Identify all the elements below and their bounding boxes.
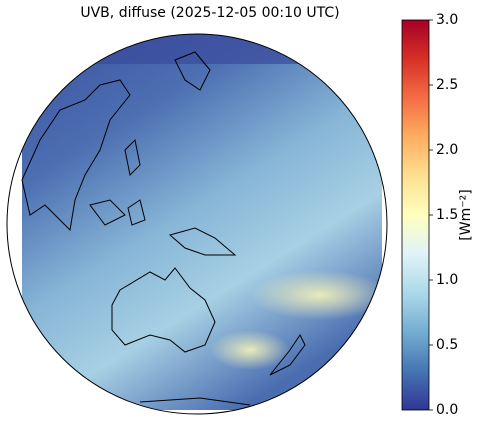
colorbar-tick-label: 0.0: [436, 402, 458, 418]
colorbar-tick-label: 1.5: [436, 207, 458, 223]
colorbar-tick-label: 0.5: [436, 337, 458, 353]
coastline: [89, 199, 146, 226]
coastline: [111, 267, 216, 353]
coastline: [139, 397, 251, 406]
colorbar-tick-label: 2.5: [436, 77, 458, 93]
coastline: [124, 138, 141, 177]
coastline: [269, 334, 306, 376]
colorbar: [401, 19, 430, 411]
coastline: [168, 227, 237, 256]
high-field: [250, 270, 387, 320]
high-field: [210, 330, 290, 370]
colorbar-tick-label: 1.0: [436, 272, 458, 288]
coastline: [21, 79, 131, 232]
low-field: [22, 34, 382, 64]
globe-outline: [6, 33, 388, 415]
coastline: [174, 51, 211, 91]
colorbar-tick-label: 2.0: [436, 142, 458, 158]
colorbar-label: [Wm⁻²]: [458, 189, 474, 240]
map-title: UVB, diffuse (2025-12-05 00:10 UTC): [80, 5, 339, 21]
colorbar-tick-label: 3.0: [436, 12, 458, 28]
uvb-field: [22, 34, 382, 410]
globe: [21, 34, 387, 410]
